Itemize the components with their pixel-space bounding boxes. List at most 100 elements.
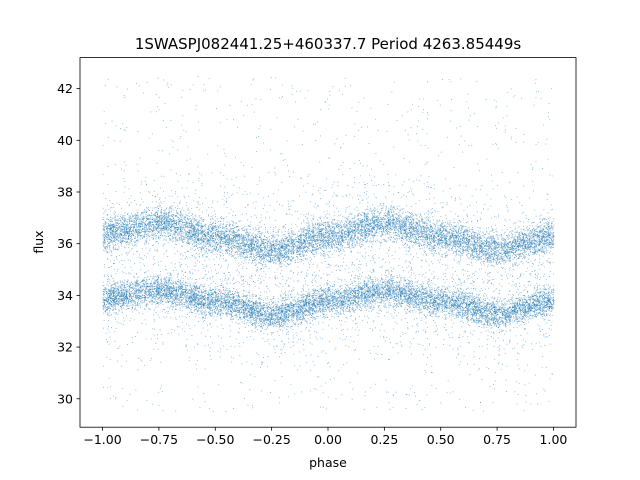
data-point xyxy=(324,245,325,246)
data-point xyxy=(331,226,332,227)
data-point xyxy=(110,234,111,235)
data-point xyxy=(472,252,473,253)
data-point xyxy=(314,235,315,236)
data-point xyxy=(192,236,193,237)
data-point xyxy=(131,213,132,214)
data-point xyxy=(358,238,359,239)
data-point xyxy=(253,258,254,259)
data-point xyxy=(232,215,233,216)
data-point xyxy=(342,241,343,242)
data-point xyxy=(475,256,476,257)
data-point xyxy=(173,215,174,216)
data-point xyxy=(197,228,198,229)
data-point xyxy=(265,250,266,251)
data-point xyxy=(424,247,425,248)
data-point xyxy=(181,217,182,218)
data-point xyxy=(458,229,459,230)
data-point xyxy=(248,249,249,250)
data-point xyxy=(216,229,217,230)
data-point xyxy=(169,226,170,227)
data-point xyxy=(363,240,364,241)
data-point xyxy=(106,229,107,230)
data-point xyxy=(333,245,334,246)
data-point xyxy=(245,256,246,257)
data-point xyxy=(476,244,477,245)
data-point xyxy=(509,258,510,259)
data-point xyxy=(332,248,333,249)
data-point xyxy=(155,218,156,219)
data-point xyxy=(192,219,193,220)
data-point xyxy=(329,214,330,215)
data-point xyxy=(408,222,409,223)
data-point xyxy=(438,228,439,229)
data-point xyxy=(472,257,473,258)
data-point xyxy=(378,215,379,216)
data-point xyxy=(419,229,420,230)
data-point xyxy=(349,228,350,229)
data-point xyxy=(334,227,335,228)
data-point xyxy=(383,221,384,222)
data-point xyxy=(485,257,486,258)
data-point xyxy=(163,210,164,211)
data-point xyxy=(380,212,381,213)
data-point xyxy=(478,254,479,255)
data-point xyxy=(368,228,369,229)
data-point xyxy=(291,247,292,248)
data-point xyxy=(455,230,456,231)
data-point xyxy=(277,245,278,246)
data-point xyxy=(422,230,423,231)
data-point xyxy=(473,248,474,249)
data-point xyxy=(158,231,159,232)
data-point xyxy=(446,252,447,253)
data-point xyxy=(156,238,157,239)
data-point xyxy=(325,224,326,225)
data-point xyxy=(478,234,479,235)
data-point xyxy=(472,227,473,228)
data-point xyxy=(261,226,262,227)
data-point xyxy=(144,243,145,244)
data-point xyxy=(395,224,396,225)
data-point xyxy=(467,235,468,236)
data-point xyxy=(333,241,334,242)
data-point xyxy=(295,238,296,239)
data-point xyxy=(323,236,324,237)
data-point xyxy=(331,243,332,244)
data-point xyxy=(151,215,152,216)
data-point xyxy=(553,238,554,239)
data-point xyxy=(392,201,393,202)
data-point xyxy=(247,249,248,250)
data-point xyxy=(261,247,262,248)
data-point xyxy=(122,219,123,220)
data-point xyxy=(526,251,527,252)
data-point xyxy=(431,229,432,230)
data-point xyxy=(151,213,152,214)
data-point xyxy=(520,235,521,236)
data-point xyxy=(126,233,127,234)
data-point xyxy=(479,234,480,235)
data-point xyxy=(177,231,178,232)
data-point xyxy=(324,255,325,256)
data-point xyxy=(171,206,172,207)
data-point xyxy=(516,250,517,251)
data-point xyxy=(521,256,522,257)
data-point xyxy=(490,257,491,258)
data-point xyxy=(553,232,554,233)
data-point xyxy=(282,232,283,233)
data-point xyxy=(143,220,144,221)
data-point xyxy=(333,219,334,220)
data-point xyxy=(210,232,211,233)
data-point xyxy=(186,242,187,243)
data-point xyxy=(410,223,411,224)
data-point xyxy=(453,241,454,242)
data-point xyxy=(414,239,415,240)
data-point xyxy=(146,241,147,242)
data-point xyxy=(403,228,404,229)
data-point xyxy=(134,220,135,221)
data-point xyxy=(384,232,385,233)
data-point xyxy=(536,242,537,243)
data-point xyxy=(502,268,503,269)
data-point xyxy=(183,237,184,238)
data-point xyxy=(494,246,495,247)
data-point xyxy=(527,226,528,227)
data-point xyxy=(523,256,524,257)
